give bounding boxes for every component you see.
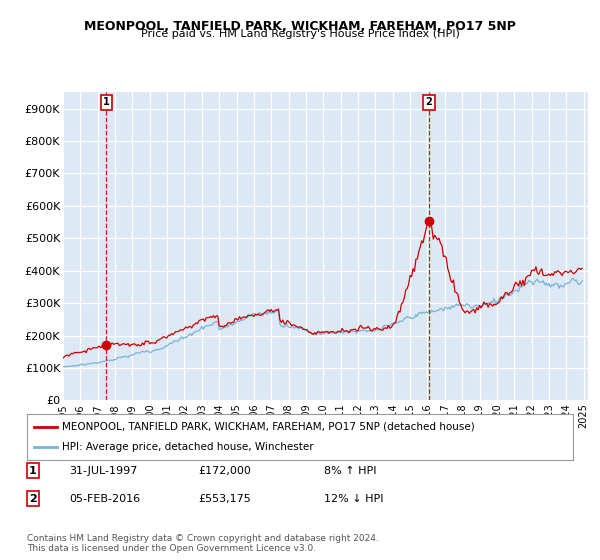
Text: HPI: Average price, detached house, Winchester: HPI: Average price, detached house, Winc… [62, 442, 314, 452]
Text: MEONPOOL, TANFIELD PARK, WICKHAM, FAREHAM, PO17 5NP (detached house): MEONPOOL, TANFIELD PARK, WICKHAM, FAREHA… [62, 422, 475, 432]
Text: 1: 1 [29, 466, 37, 476]
Text: 31-JUL-1997: 31-JUL-1997 [69, 466, 137, 476]
Text: £553,175: £553,175 [198, 494, 251, 504]
Text: 2: 2 [425, 97, 432, 107]
Text: MEONPOOL, TANFIELD PARK, WICKHAM, FAREHAM, PO17 5NP: MEONPOOL, TANFIELD PARK, WICKHAM, FAREHA… [84, 20, 516, 32]
Text: Contains HM Land Registry data © Crown copyright and database right 2024.
This d: Contains HM Land Registry data © Crown c… [27, 534, 379, 553]
Text: 1: 1 [103, 97, 110, 107]
Text: 05-FEB-2016: 05-FEB-2016 [69, 494, 140, 504]
Text: Price paid vs. HM Land Registry's House Price Index (HPI): Price paid vs. HM Land Registry's House … [140, 29, 460, 39]
Text: 12% ↓ HPI: 12% ↓ HPI [324, 494, 383, 504]
Text: 8% ↑ HPI: 8% ↑ HPI [324, 466, 377, 476]
Text: 2: 2 [29, 494, 37, 504]
Text: £172,000: £172,000 [198, 466, 251, 476]
